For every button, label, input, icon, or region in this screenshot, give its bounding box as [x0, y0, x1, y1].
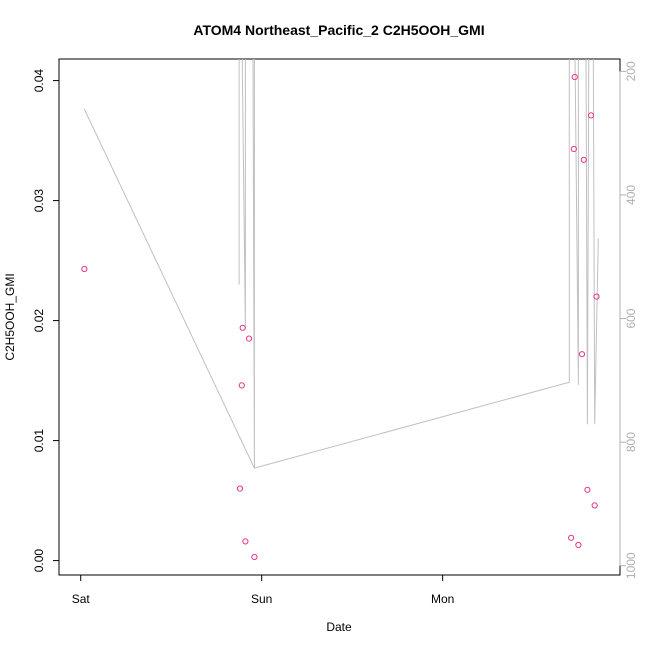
y2-tick-label: 200 — [624, 61, 638, 81]
x-axis: Sat Sun Mon — [72, 574, 454, 606]
data-point — [568, 534, 575, 541]
data-points-layer — [81, 73, 600, 561]
data-point — [591, 502, 598, 509]
data-point — [580, 156, 587, 163]
y2-tick-label: 400 — [624, 185, 638, 205]
data-point — [570, 145, 577, 153]
data-point — [239, 324, 246, 331]
data-point — [242, 538, 249, 545]
y2-tick-label: 800 — [624, 432, 638, 452]
y-tick-label: 0.01 — [32, 429, 46, 453]
chart-title: ATOM4 Northeast_Pacific_2 C2H5OOH_GMI — [193, 22, 484, 38]
pressure-line-layer — [83, 59, 599, 469]
x-axis-label: Date — [326, 620, 352, 634]
y-tick-label: 0.00 — [32, 549, 46, 573]
y-tick-label: 0.03 — [32, 189, 46, 213]
pressure-line — [83, 59, 599, 469]
data-point — [571, 73, 578, 81]
y2-axis: 200 400 600 800 1000 — [619, 61, 638, 579]
data-point — [238, 382, 245, 389]
x-tick-label: Sat — [72, 592, 91, 606]
y-axis: 0.00 0.01 0.02 0.03 0.04 — [32, 69, 60, 573]
data-point — [245, 335, 253, 342]
data-point — [587, 112, 595, 119]
data-point — [251, 553, 258, 561]
data-point — [584, 486, 591, 493]
y-tick-label: 0.04 — [32, 69, 46, 93]
data-point — [236, 485, 244, 492]
y2-tick-label: 1000 — [624, 552, 638, 579]
data-point — [593, 293, 600, 300]
y-tick-label: 0.02 — [32, 309, 46, 333]
x-tick-label: Mon — [431, 592, 454, 606]
y2-tick-label: 600 — [624, 308, 638, 328]
y-axis-label: C2H5OOH_GMI — [3, 273, 17, 360]
x-tick-label: Sun — [251, 592, 272, 606]
data-point — [575, 541, 582, 549]
plot-area — [58, 58, 621, 576]
data-point — [578, 351, 586, 358]
data-point — [81, 265, 88, 273]
